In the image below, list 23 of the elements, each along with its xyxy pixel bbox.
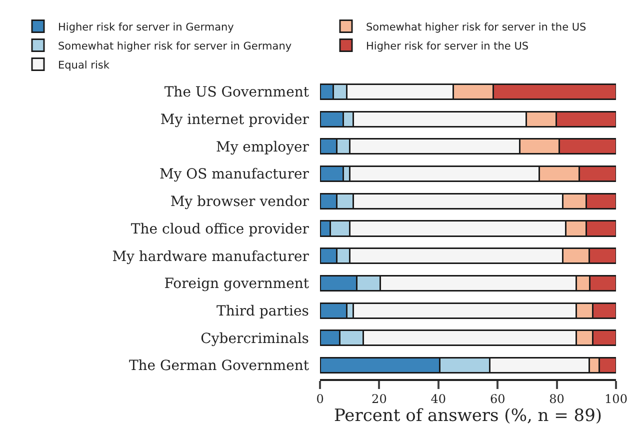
legend-label: Somewhat higher risk for server in Germany: [58, 40, 292, 52]
y-tick-label: Foreign government: [164, 276, 310, 292]
x-tick-label: 20: [372, 392, 387, 406]
legend-label: Equal risk: [58, 59, 110, 72]
legend-label: Higher risk for server in the US: [366, 40, 529, 52]
y-tick-label: My employer: [216, 139, 310, 156]
y-tick-label: My hardware manufacturer: [112, 248, 310, 265]
legend-label: Higher risk for server in Germany: [58, 21, 234, 34]
x-tick-label: 40: [430, 392, 446, 406]
y-tick-label: My browser vendor: [170, 194, 310, 210]
x-tick-label: 100: [604, 392, 628, 406]
x-tick-label: 60: [490, 392, 506, 406]
x-tick-label: 0: [316, 392, 324, 406]
y-tick-label: My OS manufacturer: [159, 166, 310, 183]
y-tick-label: The US Government: [164, 84, 310, 101]
y-tick-label: The German Government: [128, 358, 310, 374]
y-tick-label: Third parties: [216, 303, 309, 320]
x-axis-title: Percent of answers (%, n = 89): [334, 406, 602, 426]
y-tick-label: The cloud office provider: [130, 221, 310, 238]
y-tick-label: Cybercriminals: [200, 330, 309, 347]
y-tick-label: My internet provider: [160, 112, 310, 128]
x-tick-label: 80: [549, 392, 564, 406]
legend-label: Somewhat higher risk for server in the US: [366, 21, 587, 34]
